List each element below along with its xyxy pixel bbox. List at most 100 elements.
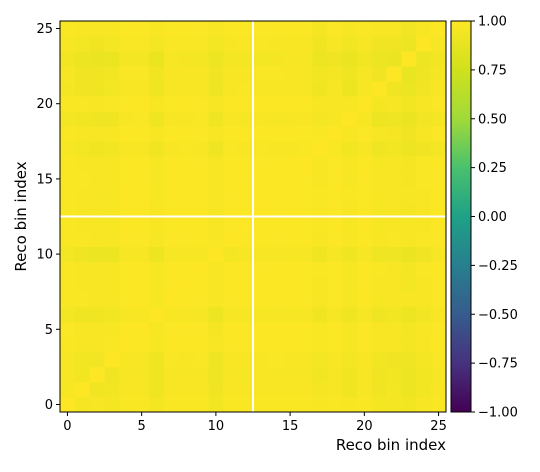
heatmap-cell [89,321,105,338]
heatmap-cell [356,51,373,67]
heatmap-cell [386,246,402,263]
heatmap-cell [342,51,358,67]
heatmap-cell [134,366,150,383]
heatmap-cell [178,96,195,112]
heatmap-cell [371,321,388,338]
heatmap-cell [163,381,180,398]
y-tick-label: 25 [36,22,53,37]
heatmap-cell [238,171,254,187]
heatmap-cell [60,381,76,398]
heatmap-cell [342,66,358,82]
heatmap-cell [356,336,373,353]
heatmap-cell [89,291,105,308]
heatmap-cell [253,111,269,127]
heatmap-cell [193,51,209,67]
heatmap-cell [163,201,180,217]
heatmap-cell [119,246,135,263]
heatmap-cell [327,141,343,157]
heatmap-cell [267,171,284,187]
heatmap-cell [60,276,76,293]
heatmap-cell [60,306,76,323]
heatmap-cell [371,66,388,82]
x-tick-label: 5 [138,419,146,434]
heatmap-cell [134,81,150,97]
heatmap-cell [74,276,91,293]
heatmap-cell [371,126,388,142]
heatmap-cell [267,246,284,263]
heatmap-cell [134,276,150,293]
heatmap-cell [431,216,447,232]
heatmap-cell [253,156,269,172]
heatmap-cell [223,351,239,368]
heatmap-cell [386,261,402,278]
heatmap-cell [208,291,224,308]
heatmap-cell [149,156,165,172]
heatmap-cell [149,81,165,97]
heatmap-cell [119,336,135,353]
heatmap-cell [253,336,269,353]
heatmap-cell [193,201,209,217]
heatmap-cell [149,306,165,323]
heatmap-cell [74,21,91,37]
heatmap-cell [267,261,284,278]
heatmap-cell [371,186,388,202]
heatmap-cell [253,186,269,202]
heatmap-cell [119,366,135,383]
heatmap-cell [208,156,224,172]
heatmap-cell [431,291,447,308]
heatmap-cell [267,291,284,308]
heatmap-cell [342,276,358,293]
heatmap-cell [431,81,447,97]
heatmap-cell [163,66,180,82]
heatmap-cell [282,201,298,217]
heatmap-cell [193,216,209,232]
heatmap-cell [193,21,209,37]
heatmap-cell [253,351,269,368]
colorbar-tick-label: −0.50 [478,308,518,323]
heatmap-cell [312,366,328,383]
heatmap-cell [416,231,432,247]
heatmap-cell [312,306,328,323]
heatmap-cell [193,276,209,293]
heatmap-cell [178,336,195,353]
heatmap-cell [371,396,388,413]
heatmap-cell [416,366,432,383]
heatmap-cell [282,351,298,368]
heatmap-cell [267,396,284,413]
heatmap-cell [178,126,195,142]
heatmap-cell [149,126,165,142]
heatmap-cell [149,186,165,202]
heatmap-cell [238,261,254,278]
heatmap-cell [104,231,120,247]
heatmap-cell [193,321,209,338]
heatmap-cell [74,216,91,232]
heatmap-cell [74,246,91,263]
heatmap-cell [178,246,195,263]
heatmap-cell [119,231,135,247]
heatmap-cell [104,351,120,368]
heatmap-cell [208,36,224,52]
heatmap-cell [386,291,402,308]
heatmap-cell [386,381,402,398]
heatmap-cell [312,336,328,353]
heatmap-cell [386,156,402,172]
heatmap-cell [193,291,209,308]
heatmap-cell [267,66,284,82]
heatmap-cell [386,306,402,323]
heatmap-cell [74,171,91,187]
heatmap-cell [356,261,373,278]
heatmap-cell [119,396,135,413]
heatmap-cell [60,156,76,172]
heatmap-cell [267,231,284,247]
heatmap-cell [401,261,417,278]
heatmap-cell [149,36,165,52]
heatmap-cell [60,96,76,112]
heatmap-cell [401,111,417,127]
y-tick-label: 5 [45,323,53,338]
heatmap-cell [163,366,180,383]
heatmap-cell [119,111,135,127]
heatmap-cell [267,141,284,157]
heatmap-cell [74,381,91,398]
heatmap-cell [312,186,328,202]
heatmap-cell [104,276,120,293]
